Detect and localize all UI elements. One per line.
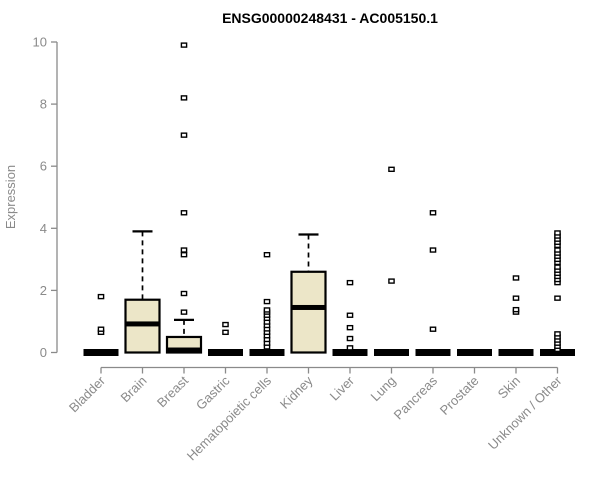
outlier-point: [512, 295, 520, 301]
outlier-point: [388, 166, 395, 173]
outlier-point: [554, 247, 561, 253]
outlier-point: [346, 335, 354, 342]
collapsed-box: [332, 349, 368, 356]
x-category-label: Pancreas: [391, 373, 441, 423]
box-brain: [124, 230, 161, 354]
outlier-point: [263, 251, 271, 258]
outlier-point: [346, 279, 354, 286]
boxes: [83, 42, 575, 356]
outlier-point: [512, 306, 520, 313]
x-category-label: Skin: [495, 373, 523, 401]
collapsed-box: [374, 349, 409, 356]
collapsed-box: [498, 349, 534, 356]
x-category-label: Brain: [118, 373, 150, 405]
x-category-label: Prostate: [437, 373, 482, 418]
x-category-label: Kidney: [277, 373, 316, 412]
box-breast: [165, 42, 203, 354]
outlier-point: [180, 309, 188, 315]
outlier-point: [97, 326, 105, 332]
outlier-point: [180, 95, 188, 101]
x-category-label: Unknown / Other: [485, 373, 565, 453]
x-category-label: Liver: [327, 373, 358, 404]
outlier-point: [180, 132, 188, 138]
outlier-point: [388, 278, 395, 284]
box-unknown-other: [540, 230, 575, 356]
median-line: [291, 304, 326, 310]
y-axis-label: Expression: [3, 165, 18, 229]
x-category-label: Bladder: [66, 373, 109, 416]
x-category-label: Lung: [368, 373, 399, 404]
y-tick-label: 0: [40, 345, 47, 360]
outlier-point: [180, 247, 188, 253]
collapsed-box: [457, 349, 492, 356]
collapsed-box: [208, 349, 243, 356]
outlier-point: [263, 298, 271, 305]
chart-title: ENSG00000248431 - AC005150.1: [222, 10, 438, 26]
outlier-point: [263, 307, 271, 313]
x-category-label: Breast: [154, 373, 191, 410]
outlier-point: [180, 251, 188, 258]
outlier-point: [429, 326, 437, 332]
box-prostate: [457, 349, 492, 356]
box-hematopoietic-cells: [249, 251, 285, 356]
box-lung: [374, 166, 409, 356]
y-tick-label: 10: [33, 35, 47, 50]
outlier-point: [346, 312, 354, 318]
outlier-point: [512, 275, 520, 281]
box-skin: [498, 275, 534, 356]
outlier-point: [180, 210, 188, 216]
collapsed-box: [249, 349, 285, 356]
outlier-point: [222, 329, 229, 336]
box-kidney: [290, 233, 327, 354]
y-tick-label: 6: [40, 159, 47, 174]
outlier-point: [346, 345, 354, 351]
outlier-point: [429, 210, 437, 216]
box-gastric: [208, 321, 243, 356]
collapsed-box: [83, 349, 119, 356]
outlier-point: [554, 295, 561, 301]
outlier-point: [554, 230, 561, 236]
x-category-label: Gastric: [193, 373, 233, 413]
outlier-point: [222, 321, 229, 328]
outlier-point: [554, 331, 561, 337]
collapsed-box: [540, 349, 575, 356]
iqr-box: [290, 270, 327, 354]
y-tick-label: 8: [40, 97, 47, 112]
outlier-point: [180, 290, 188, 297]
y-tick-label: 2: [40, 283, 47, 298]
median-line: [167, 347, 201, 353]
outlier-point: [97, 293, 105, 300]
box-pancreas: [415, 210, 451, 356]
outlier-point: [346, 324, 354, 331]
y-tick-label: 4: [40, 221, 47, 236]
median-line: [125, 321, 160, 327]
outlier-point: [180, 42, 188, 48]
outlier-point: [554, 264, 561, 270]
box-bladder: [83, 293, 119, 356]
collapsed-box: [415, 349, 451, 356]
box-liver: [332, 279, 368, 356]
outlier-point: [429, 247, 437, 253]
